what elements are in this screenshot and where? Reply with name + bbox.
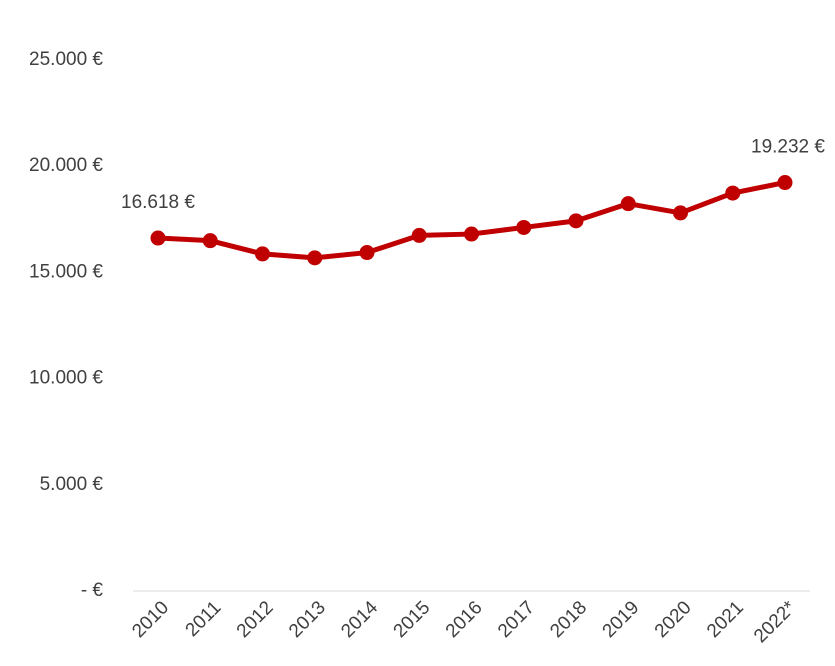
- point: [464, 226, 479, 242]
- point: [307, 250, 323, 266]
- x-tick-label: 2011: [182, 597, 226, 641]
- y-tick-label: - €: [81, 580, 104, 601]
- point: [202, 233, 218, 249]
- y-tick-label: 15.000 €: [29, 261, 103, 282]
- point: [673, 205, 688, 221]
- point: [725, 185, 741, 201]
- x-tick-label: 2017: [494, 597, 539, 642]
- point: [777, 175, 793, 191]
- x-tick-label: 2012: [233, 597, 278, 642]
- point: [359, 245, 375, 261]
- point: [568, 213, 584, 229]
- y-tick-label: 25.000 €: [29, 49, 103, 70]
- y-tick-label: 20.000 €: [29, 155, 103, 176]
- data-label: 19.232 €: [751, 137, 825, 158]
- point: [255, 246, 270, 262]
- line: [157, 180, 786, 261]
- data-label: 16.618 €: [121, 192, 195, 213]
- point: [516, 219, 532, 235]
- point: [150, 230, 166, 246]
- x-tick-label: 2019: [599, 597, 644, 642]
- y-tick-label: 5.000 €: [40, 474, 104, 495]
- x-tick-label: 2016: [442, 597, 487, 642]
- x-tick-label: 2015: [390, 597, 435, 642]
- x-tick-label: 2020: [651, 597, 696, 642]
- x-tick-label: 2014: [337, 597, 382, 642]
- x-tick-label: 2013: [285, 597, 330, 642]
- point: [620, 196, 636, 212]
- x-tick-label: 2021: [703, 597, 748, 642]
- y-tick-label: 10.000 €: [29, 368, 103, 389]
- x-tick-label: 2010: [128, 597, 173, 642]
- point: [411, 227, 427, 243]
- x-tick-label: 2022*: [750, 597, 800, 647]
- x-tick-label: 2018: [546, 597, 591, 642]
